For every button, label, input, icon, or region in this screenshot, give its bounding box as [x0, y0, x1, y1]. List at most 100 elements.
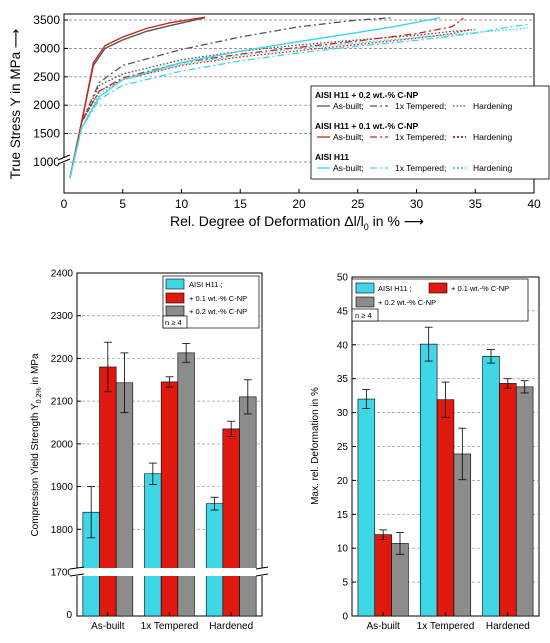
- bar-c01: [499, 383, 517, 617]
- bar-h11: [144, 473, 162, 617]
- x-tick-label: Hardened: [209, 621, 253, 632]
- x-tick-label: As-built: [366, 621, 400, 632]
- x-tick-label: 30: [410, 197, 424, 211]
- legend-group-0.2: AISI H11 + 0.2 wt.-% C-NP: [315, 90, 419, 100]
- x-tick-label: 35: [469, 197, 483, 211]
- curve-c02-hardening: [69, 29, 476, 179]
- y-tick-label: 1000: [33, 155, 60, 169]
- y-axis-label: Max. rel. Deformation in %: [310, 387, 321, 505]
- x-tick-labels: As-built 1x Tempered Hardened: [366, 612, 530, 632]
- x-tick-label: 25: [351, 197, 365, 211]
- x-tick-label: 0: [61, 197, 68, 211]
- y-ticks: 0 5 10 15 20 25 30 35 40 45 50: [337, 273, 356, 623]
- legend: AISI H11 ; + 0.1 wt.-% C-NP + 0.2 wt.-% …: [351, 278, 529, 322]
- y-tick-label: 3000: [33, 41, 60, 55]
- bars: [82, 341, 257, 617]
- y-tick-label: 45: [337, 306, 349, 317]
- legend-hardening: Hardening: [473, 132, 512, 142]
- legend-c02: + 0.2 wt.-% C-NP: [378, 298, 436, 307]
- sample-size-note: n ≥ 4: [165, 318, 182, 327]
- y-tick-label: 2500: [33, 70, 60, 84]
- y-tick-label: 2000: [51, 439, 74, 450]
- x-tick-label: 20: [292, 197, 306, 211]
- x-tick-label: Hardened: [486, 621, 530, 632]
- legend-h11: AISI H11 ;: [378, 284, 412, 293]
- bar-h11: [482, 356, 500, 617]
- stress-strain-chart: 0 5 10 15 20 25 30 35 40 1000 1500 2000 2500 3000 350…: [8, 13, 550, 232]
- legend-hardening: Hardening: [473, 163, 512, 173]
- y-tick-label: 5: [342, 578, 348, 589]
- bar-c02: [515, 386, 534, 617]
- x-tick-label: 10: [175, 197, 189, 211]
- legend-group-0.1: AISI H11 + 0.1 wt.-% C-NP: [315, 121, 419, 131]
- bar-h11: [419, 343, 438, 617]
- y-tick-label: 0: [342, 612, 348, 623]
- x-ticks: 0 5 10 15 20 25 30 35 40: [61, 189, 541, 211]
- legend-asbuilt: As-built;: [333, 101, 364, 111]
- y-tick-label: 2100: [51, 397, 74, 408]
- x-tick-label: 40: [527, 197, 541, 211]
- bars: [357, 326, 534, 617]
- y-tick-label: 2200: [51, 354, 74, 365]
- curve-c02-as-built: [69, 17, 206, 179]
- legend-tempered: 1x Tempered;: [395, 101, 446, 111]
- legend: AISI H11 + 0.2 wt.-% C-NP As-built; 1x T…: [310, 85, 550, 180]
- curves: [69, 16, 529, 179]
- x-tick-label: 15: [234, 197, 248, 211]
- bar-c01: [374, 534, 392, 617]
- y-axis-label: Compression Yield Strength Y0.2% in MPa: [30, 353, 43, 537]
- curve-h11-as-built: [69, 17, 441, 179]
- yield-strength-chart: 1700 1800 1900 2000 2100 2200 2300 2400 As-buil…: [30, 269, 270, 632]
- x-tick-labels: As-built 1x Tempered Hardened: [91, 612, 253, 632]
- legend-tempered: 1x Tempered;: [395, 132, 446, 142]
- bar-c01: [160, 381, 179, 617]
- curve-h11-hardening: [69, 27, 529, 179]
- legend-c02: + 0.2 wt.-% C-NP: [189, 307, 247, 316]
- x-axis-label: Rel. Degree of Deformation Δl/l0 in % ⟶: [170, 213, 424, 232]
- y-tick-label: 35: [337, 374, 349, 385]
- y-tick-label: 1700: [51, 568, 74, 579]
- y-tick-label: 2400: [51, 269, 74, 280]
- y-tick-label: 1500: [33, 127, 60, 141]
- y-tick-label: 3500: [33, 13, 60, 27]
- bar-c02: [115, 382, 134, 617]
- y-ticks: 1000 1500 2000 2500 3000 3500: [33, 13, 68, 169]
- y-tick-label: 10: [337, 544, 349, 555]
- y-tick-label: 2300: [51, 311, 74, 322]
- x-tick-label: 1x Tempered: [417, 621, 475, 632]
- legend-tempered: 1x Tempered;: [395, 163, 446, 173]
- legend: AISI H11 ; + 0.1 wt.-% C-NP + 0.2 wt.-% …: [162, 275, 260, 329]
- bar-h11: [205, 503, 224, 617]
- y-tick-label: 25: [337, 442, 349, 453]
- curve-c02-tempered: [69, 17, 394, 179]
- y-tick-label: 2000: [33, 98, 60, 112]
- y-axis-label: True Stress Y in MPa ⟶: [8, 29, 23, 179]
- legend-hardening: Hardening: [473, 101, 512, 111]
- bar-h11: [357, 398, 376, 617]
- bar-c01: [436, 399, 455, 617]
- x-tick-label: 5: [119, 197, 126, 211]
- bar-c01: [99, 366, 117, 617]
- curve-c01-tempered: [69, 17, 464, 179]
- legend-c01: + 0.1 wt.-% C-NP: [189, 294, 247, 303]
- legend-asbuilt: As-built;: [333, 163, 364, 173]
- bar-c01: [222, 428, 240, 617]
- y-tick-label: 30: [337, 408, 349, 419]
- y-ticks: 1700 1800 1900 2000 2100 2200 2300 2400: [51, 269, 81, 579]
- bar-c02: [177, 352, 195, 617]
- legend-c01: + 0.1 wt.-% C-NP: [451, 284, 509, 293]
- axis-break: 0: [66, 566, 270, 621]
- legend-h11: AISI H11 ;: [189, 280, 223, 289]
- y-tick-label: 40: [337, 340, 349, 351]
- y-tick-label: 50: [337, 273, 349, 284]
- x-tick-label: 1x Tempered: [141, 621, 199, 632]
- legend-asbuilt: As-built;: [333, 132, 364, 142]
- legend-group-h11: AISI H11: [315, 152, 349, 162]
- curve-c01-as-built: [69, 16, 206, 179]
- y-tick-label: 20: [337, 476, 349, 487]
- x-tick-label: As-built: [91, 621, 125, 632]
- y-tick-label: 0: [66, 610, 72, 621]
- y-tick-label: 15: [337, 510, 349, 521]
- curve-c01-hardening: [69, 29, 470, 179]
